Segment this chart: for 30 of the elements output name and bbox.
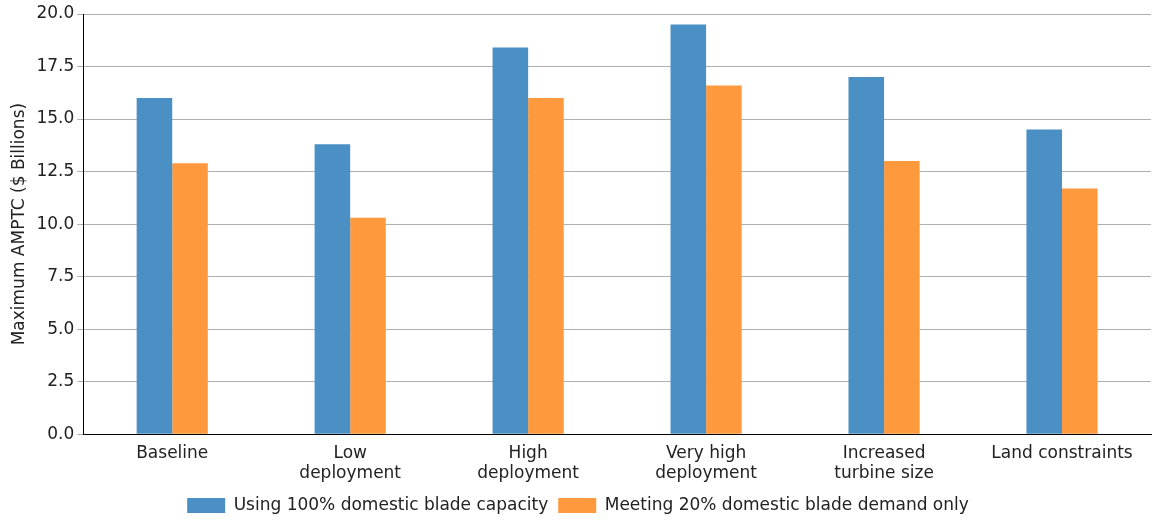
bar xyxy=(172,163,208,434)
x-tick-label: Low deployment xyxy=(299,441,402,483)
bar xyxy=(884,161,920,434)
legend-label: Meeting 20% domestic blade demand only xyxy=(604,493,969,514)
y-tick-label: 5.0 xyxy=(47,317,75,338)
y-tick-label: 15.0 xyxy=(36,107,75,128)
y-tick-label: 7.5 xyxy=(47,265,75,286)
bar xyxy=(1026,129,1063,434)
legend-label: Using 100% domestic blade capacity xyxy=(233,493,549,514)
y-axis-title: Maximum AMPTC ($ Billions) xyxy=(7,102,28,346)
y-tick-label: 10.0 xyxy=(36,212,75,233)
y-tick-label: 12.5 xyxy=(36,160,75,180)
x-tick-label: Land constraints xyxy=(991,441,1133,462)
x-tick-label: High deployment xyxy=(477,441,580,483)
y-tick-label: 0.0 xyxy=(47,422,75,443)
x-tick-label: Baseline xyxy=(136,441,209,462)
bar xyxy=(136,98,173,434)
y-tick-label: 20.0 xyxy=(36,2,75,23)
bar xyxy=(350,217,386,434)
bar xyxy=(1062,188,1098,434)
bar xyxy=(848,77,885,434)
bar xyxy=(706,85,742,434)
y-tick-label: 2.5 xyxy=(47,370,75,391)
x-tick-label: Very high deployment xyxy=(655,441,758,483)
bar xyxy=(314,144,351,434)
bar xyxy=(492,47,529,434)
x-tick-label: Increased turbine size xyxy=(834,441,934,483)
y-tick-label: 17.5 xyxy=(36,54,75,75)
bar xyxy=(528,98,564,434)
bar xyxy=(670,24,707,434)
